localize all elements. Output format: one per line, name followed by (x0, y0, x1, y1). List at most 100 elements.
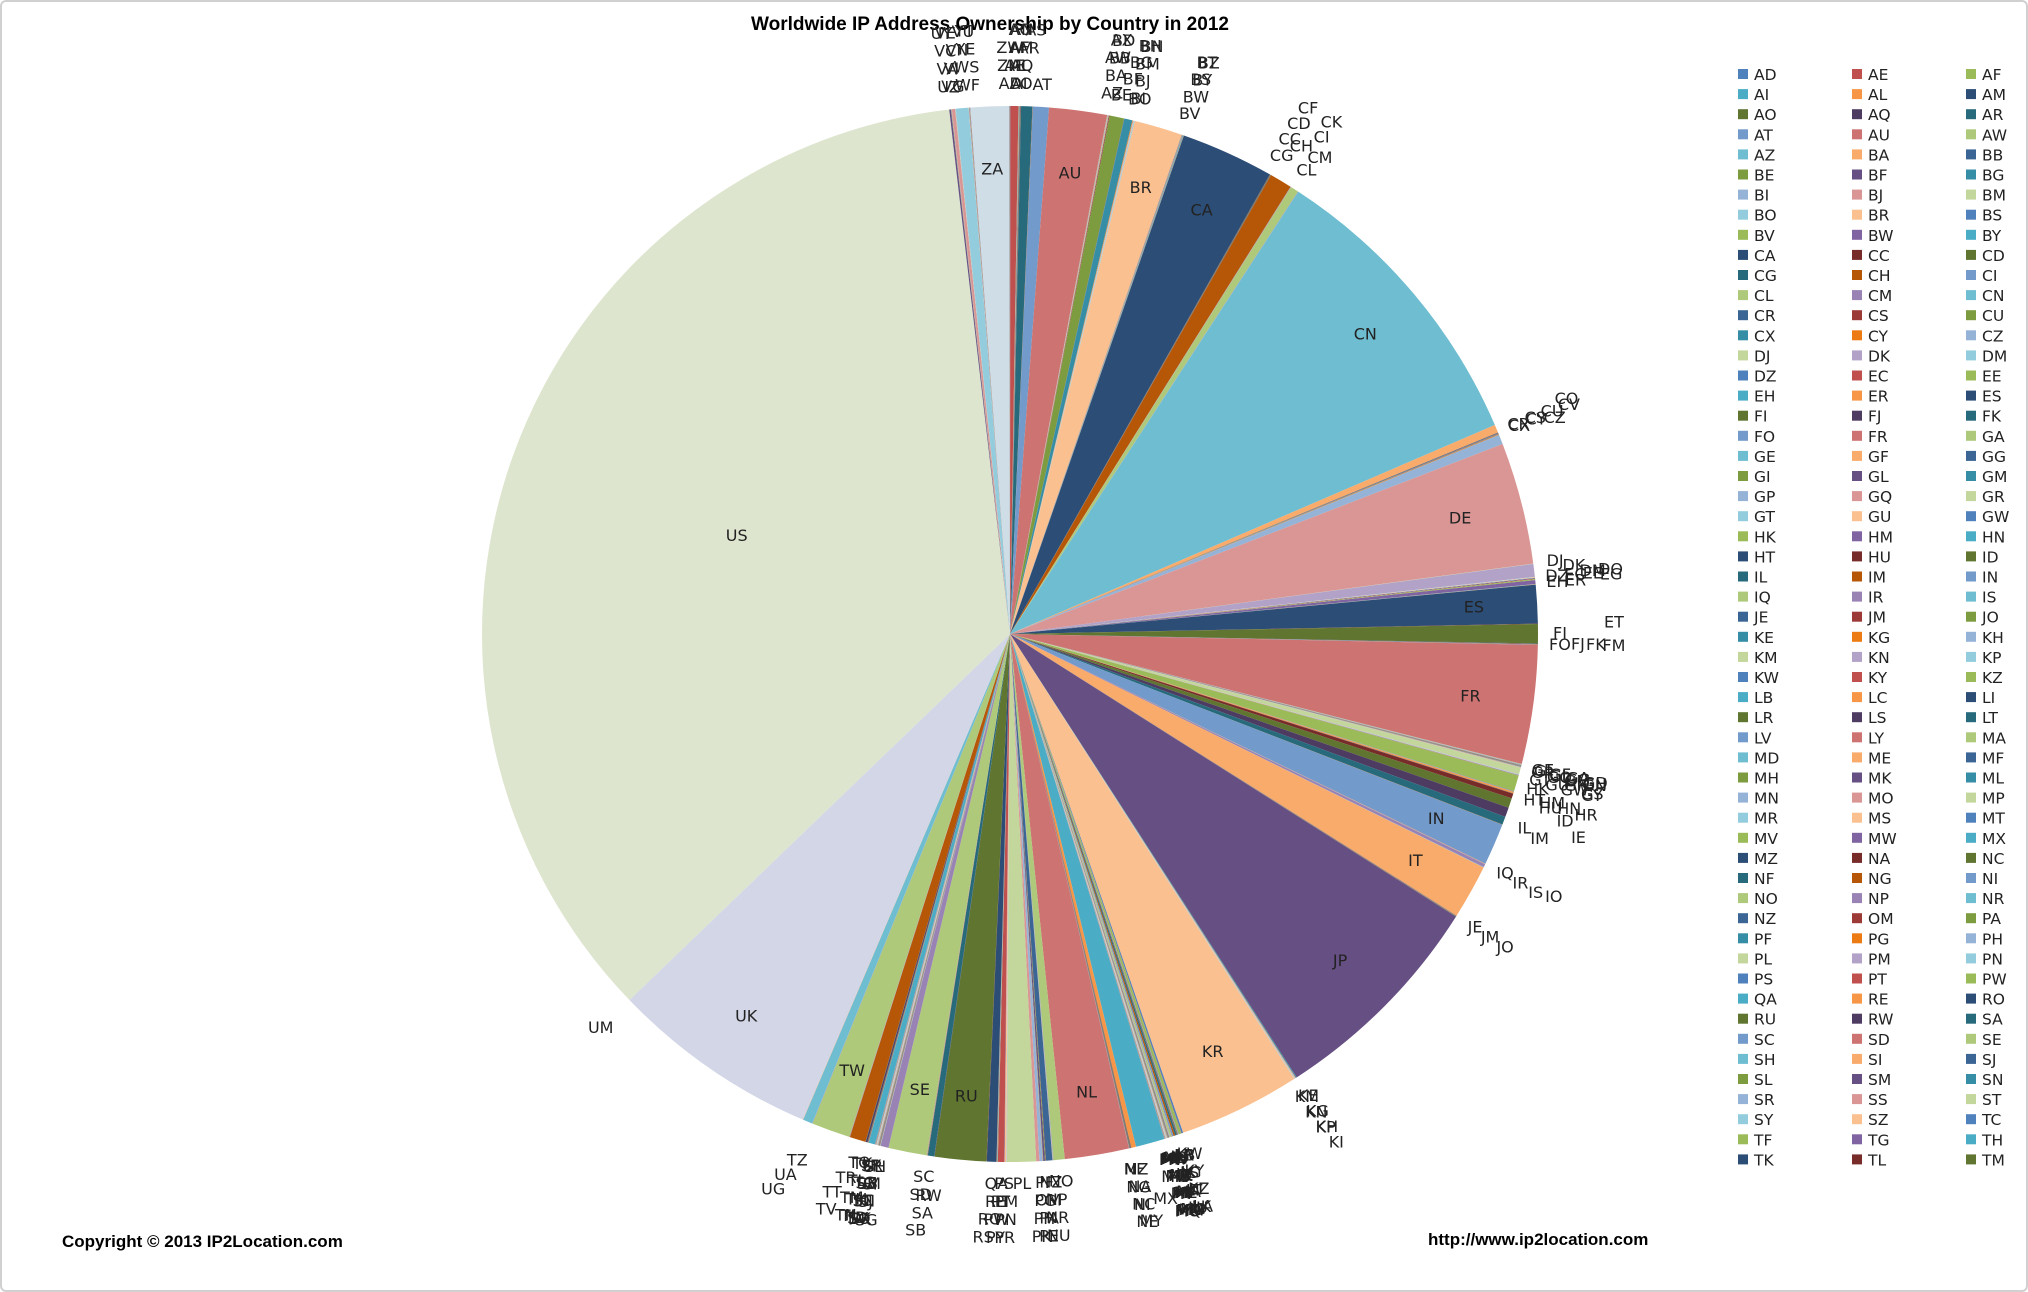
slice-label-kh: KH (1316, 1117, 1339, 1136)
legend-swatch-cx (1738, 330, 1748, 341)
slice-label-es: ES (1464, 598, 1484, 617)
pie-slice-tv (849, 634, 1010, 1138)
pie-slice-gh (1010, 634, 1522, 766)
pie-slice-cv (1010, 433, 1499, 634)
legend-label-gt: GT (1754, 508, 1775, 526)
legend-label-mt: MT (1982, 810, 2005, 828)
slice-label-gl: GL (1549, 766, 1570, 785)
pie-slice-pw (997, 634, 1010, 1162)
slice-label-af: AF (1010, 38, 1030, 57)
pie-slice-fm (1010, 634, 1538, 645)
slice-label-sy: SY (861, 1156, 881, 1175)
legend-label-ps: PS (1754, 971, 1773, 989)
legend-swatch-sz (1852, 1114, 1862, 1125)
pie-slice-bn (1010, 120, 1135, 634)
legend-swatch-se (1966, 1033, 1976, 1044)
pie-slice-gf (1010, 634, 1522, 766)
legend-label-gr: GR (1982, 488, 2005, 506)
pie-slice-fo (1010, 634, 1538, 645)
slice-label-si: SI (863, 1175, 878, 1194)
legend-label-sh: SH (1754, 1051, 1776, 1069)
pie-slice-at (1010, 106, 1050, 635)
legend-swatch-fi (1738, 410, 1748, 421)
legend-label-af: AF (1982, 66, 2002, 84)
slice-label-mz: MZ (1124, 1159, 1149, 1178)
legend-swatch-lc (1852, 692, 1862, 703)
pie-slice-pk (1010, 634, 1040, 1162)
slice-label-tg: TG (853, 1173, 876, 1192)
legend-label-gw: GW (1982, 508, 2009, 526)
pie-slice-ug (802, 634, 1010, 1120)
legend-label-se: SE (1982, 1031, 2002, 1049)
slice-label-sd: SD (909, 1185, 931, 1204)
pie-slice-bs (1010, 134, 1183, 634)
pie-slice-bd (1010, 115, 1110, 634)
slice-label-sr: SR (862, 1157, 883, 1176)
legend-swatch-kw (1738, 672, 1748, 682)
legend-label-fi: FI (1754, 408, 1768, 426)
slice-label-lb: LB (1175, 1145, 1195, 1164)
pie-slice-ga (1010, 634, 1522, 765)
slice-label-mf: MF (1175, 1183, 1198, 1202)
slice-label-tc: TC (850, 1191, 871, 1210)
slice-label-gm: GM (1564, 771, 1590, 790)
slice-label-aw: AW (1105, 48, 1131, 67)
slice-label-ir: IR (1512, 873, 1528, 892)
legend-swatch-fk (1966, 410, 1976, 421)
legend-label-tg: TG (1867, 1131, 1889, 1149)
slice-label-tv: TV (815, 1199, 837, 1218)
legend-swatch-gf (1852, 450, 1862, 461)
legend-label-ai: AI (1754, 86, 1769, 104)
legend-swatch-sj (1966, 1053, 1976, 1064)
legend-label-hn: HN (1982, 528, 2005, 546)
legend-swatch-nf (1738, 873, 1748, 883)
legend-swatch-hm (1852, 531, 1862, 542)
slice-label-gy: GY (1581, 786, 1603, 805)
pie-slice-no (1010, 634, 1065, 1161)
legend-label-lb: LB (1754, 689, 1773, 707)
legend-label-ni: NI (1982, 870, 1998, 888)
pie-slice-ml (1010, 634, 1168, 1138)
legend-swatch-ee (1966, 370, 1976, 381)
slice-label-mv: MV (1159, 1150, 1184, 1169)
slice-label-za: ZA (981, 160, 1003, 179)
legend-label-by: BY (1982, 227, 2002, 245)
slice-label-bn: BN (1141, 37, 1164, 56)
pie-slice-pf (1010, 634, 1044, 1161)
slice-label-ht: HT (1523, 790, 1545, 809)
slice-label-sg: SG (855, 1211, 878, 1230)
legend-swatch-cu (1966, 310, 1976, 321)
slice-label-pa: PA (1039, 1209, 1059, 1228)
legend-swatch-mz (1738, 852, 1748, 863)
pie-slice-cf (1010, 174, 1271, 634)
slice-label-bv: BV (1179, 104, 1200, 123)
legend-swatch-ad (1738, 69, 1748, 79)
legend-label-lr: LR (1754, 709, 1774, 727)
pie-slice-sb (927, 634, 1010, 1156)
pie-slice-vu (968, 107, 1010, 635)
legend-label-bo: BO (1754, 207, 1777, 225)
legend-swatch-ba (1852, 149, 1862, 160)
legend-swatch-ro (1966, 993, 1976, 1004)
legend-label-ar: AR (1982, 106, 2004, 124)
legend-swatch-gp (1738, 491, 1748, 502)
legend-label-ms: MS (1868, 810, 1891, 828)
legend-swatch-ae (1852, 69, 1862, 79)
pie-slice-ht (1010, 634, 1514, 794)
legend-swatch-na (1852, 852, 1862, 863)
legend-label-sj: SJ (1982, 1051, 1996, 1069)
pie-slice-gt (1010, 634, 1519, 775)
pie-slice-jm (1010, 634, 1457, 917)
legend-swatch-ch (1852, 270, 1862, 280)
slice-label-us: US (726, 526, 748, 545)
pie-slice-cr (1010, 432, 1499, 634)
legend-label-sn: SN (1982, 1071, 2003, 1089)
legend-label-dj: DJ (1754, 347, 1771, 365)
slice-label-fk: FK (1586, 635, 1606, 654)
legend-swatch-rw (1852, 1013, 1862, 1024)
pie-slice-pt (997, 634, 1010, 1162)
pie-slice-sg (880, 634, 1010, 1148)
pie-slice-sy (876, 634, 1010, 1145)
legend-swatch-cy (1852, 330, 1862, 341)
